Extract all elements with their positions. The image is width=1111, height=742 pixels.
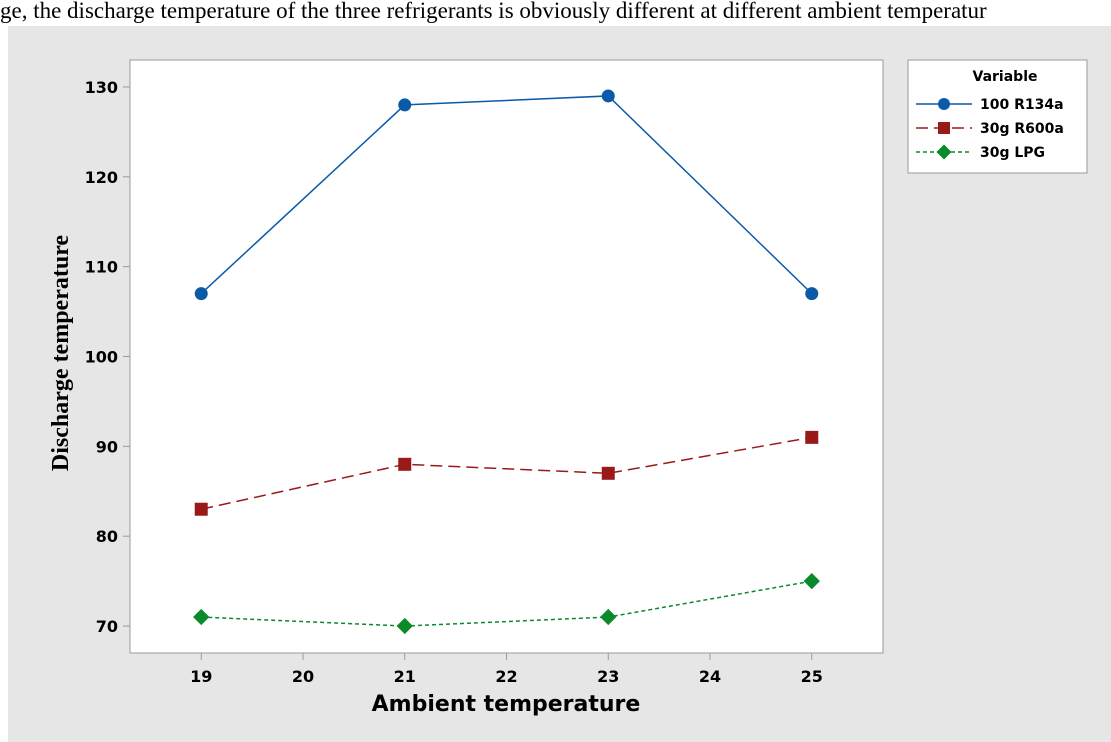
- series-line: [200, 95, 813, 295]
- data-point: [805, 430, 819, 444]
- data-point: [193, 608, 210, 626]
- x-tick-label: 21: [394, 667, 416, 686]
- legend-label: 30g R600a: [980, 121, 1064, 137]
- y-tick-label: 130: [85, 78, 118, 97]
- legend-item: 30g R600a: [916, 121, 1064, 137]
- x-tick-label: 23: [597, 667, 619, 686]
- data-point: [396, 617, 413, 635]
- y-tick-label: 110: [85, 258, 118, 277]
- y-tick-label: 120: [85, 168, 118, 187]
- data-point: [805, 287, 819, 301]
- legend-item: 30g LPG: [916, 144, 1045, 161]
- data-point: [398, 98, 412, 112]
- legend-item: 100 R134a: [916, 97, 1064, 113]
- y-tick-label: 100: [85, 348, 118, 367]
- series-line: [201, 580, 812, 627]
- plot-area: [129, 59, 884, 654]
- series-layer: [193, 89, 820, 635]
- data-point: [601, 466, 615, 480]
- data-point: [600, 608, 617, 626]
- series-3: [193, 572, 820, 635]
- data-point: [398, 457, 412, 471]
- series-1: [194, 89, 819, 301]
- legend-marker: [938, 122, 950, 134]
- x-tick-label: 25: [801, 667, 823, 686]
- x-axis-label: Ambient temperature: [372, 692, 641, 717]
- legend: Variable 100 R134a 30g R600a 30g LPG: [907, 59, 1088, 174]
- legend-items: 100 R134a 30g R600a 30g LPG: [916, 97, 1064, 161]
- legend-marker: [938, 98, 950, 110]
- legend-marker: [936, 144, 952, 160]
- y-tick-label: 70: [96, 617, 118, 636]
- data-point: [194, 502, 208, 516]
- y-tick-label: 80: [96, 527, 118, 546]
- y-tick-label: 90: [96, 437, 118, 456]
- legend-label: 100 R134a: [980, 97, 1064, 113]
- x-tick-label: 20: [292, 667, 314, 686]
- legend-label: 30g LPG: [980, 145, 1045, 161]
- legend-title: Variable: [973, 69, 1038, 85]
- x-tick-label: 19: [190, 667, 212, 686]
- y-axis-label: Discharge temperature: [48, 235, 74, 471]
- x-tick-label: 22: [495, 667, 517, 686]
- data-point: [601, 89, 615, 103]
- data-point: [803, 572, 820, 590]
- axes: 19 20 21 22 23 24 25 70 80 90 100 110 120 130: [85, 78, 823, 686]
- data-point: [194, 287, 208, 301]
- series-line: [201, 436, 812, 510]
- caption-text: ge, the discharge temperature of the thr…: [0, 0, 987, 23]
- series-2: [194, 430, 819, 516]
- legend-box: [907, 59, 1088, 174]
- x-tick-label: 24: [699, 667, 721, 686]
